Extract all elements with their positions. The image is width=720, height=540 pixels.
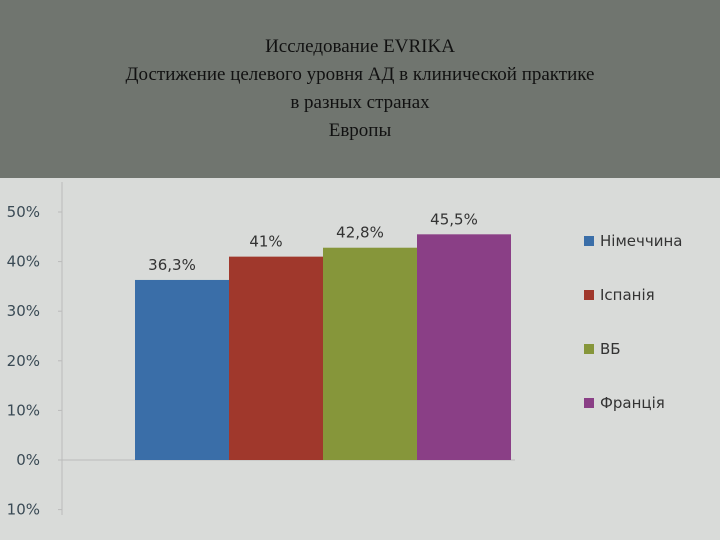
bar (135, 279, 229, 460)
chart-subtitle: Достижение целевого уровня АД в клиничес… (126, 64, 595, 85)
y-tick-label: 50% (7, 203, 40, 221)
y-tick-label: 30% (7, 302, 40, 320)
legend-label: ВБ (600, 340, 621, 358)
chart-subtitle: в разных странах (290, 92, 430, 113)
y-tick-label: 40% (7, 253, 40, 271)
chart-subtitle: Европы (329, 120, 392, 141)
title-band (0, 0, 720, 178)
bar (229, 256, 323, 460)
y-tick-label: 0% (16, 451, 40, 469)
legend-label: Франція (600, 394, 665, 412)
data-label: 36,3% (148, 256, 196, 274)
bar (417, 234, 511, 460)
legend-swatch (584, 290, 594, 300)
chart-title: Исследование EVRIKA (265, 36, 455, 57)
legend-swatch (584, 398, 594, 408)
legend-swatch (584, 236, 594, 246)
data-label: 42,8% (336, 224, 384, 242)
bar (323, 247, 417, 460)
legend-swatch (584, 344, 594, 354)
y-tick-label: 10% (7, 501, 40, 519)
legend-label: Німеччина (600, 232, 682, 250)
legend-label: Іспанія (600, 286, 655, 304)
y-tick-label: 10% (7, 401, 40, 419)
data-label: 45,5% (430, 210, 478, 228)
data-label: 41% (249, 233, 282, 251)
y-tick-label: 20% (7, 352, 40, 370)
